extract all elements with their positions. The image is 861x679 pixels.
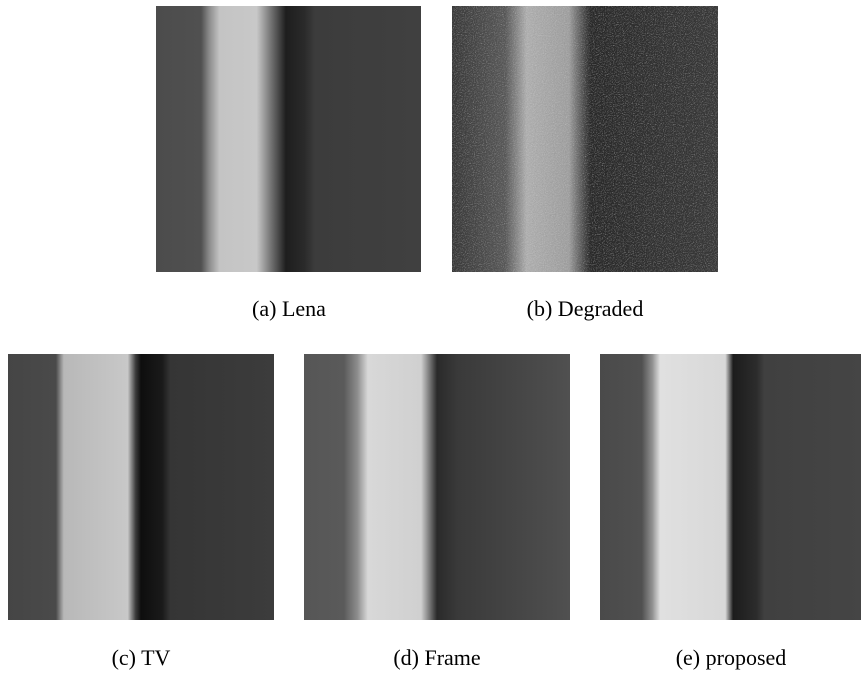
caption: (d) Frame xyxy=(393,645,480,670)
image-frame xyxy=(304,354,570,620)
figure: (a) Lena (b) Degraded (c) TV (d) Frame (… xyxy=(0,0,861,679)
caption: (a) Lena xyxy=(252,296,326,321)
image-tv xyxy=(8,354,274,620)
caption: (b) Degraded xyxy=(527,296,644,321)
caption: (c) TV xyxy=(112,645,171,670)
image-lena xyxy=(156,6,421,272)
caption: (e) proposed xyxy=(676,645,787,670)
image-proposed xyxy=(600,354,861,620)
image-degraded xyxy=(452,6,718,272)
